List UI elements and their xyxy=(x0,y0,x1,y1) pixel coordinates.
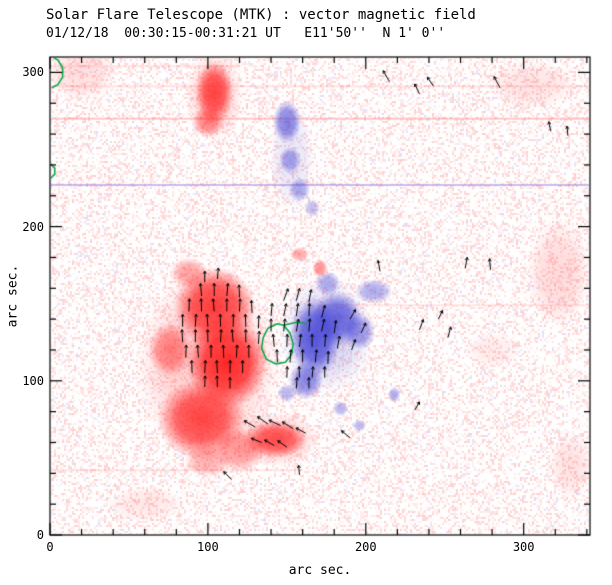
chart-title: Solar Flare Telescope (MTK) : vector mag… xyxy=(46,7,476,23)
y-tick-label: 300 xyxy=(22,65,44,80)
x-tick-label: 300 xyxy=(512,540,535,554)
x-tick-label: 0 xyxy=(46,540,54,554)
chart-subtitle: 01/12/18 00:30:15-00:31:21 UT E11'50'' N… xyxy=(46,26,446,41)
x-tick-label: 200 xyxy=(354,540,377,554)
y-tick-label: 0 xyxy=(36,528,44,542)
y-tick-label: 200 xyxy=(22,219,44,234)
x-axis-label: arc sec. xyxy=(288,563,352,578)
x-tick-label: 100 xyxy=(197,540,219,554)
y-axis-label: arc sec. xyxy=(5,264,21,328)
y-tick-label: 100 xyxy=(22,373,44,388)
